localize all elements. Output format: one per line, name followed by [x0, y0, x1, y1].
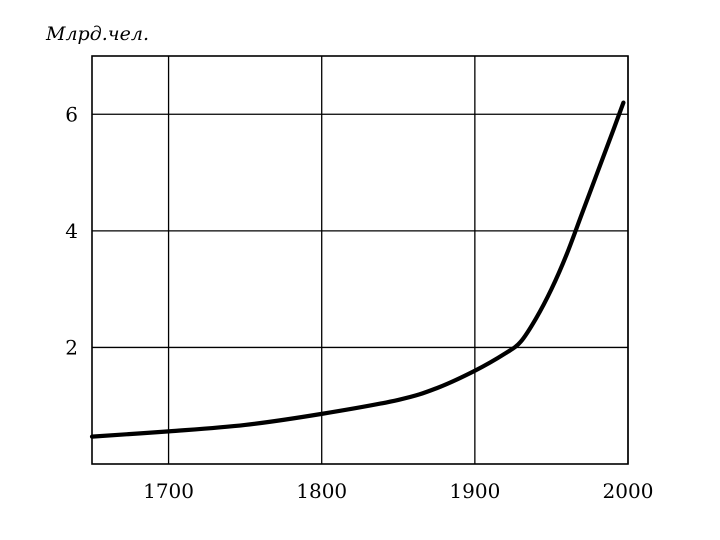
population-series-line	[89, 100, 626, 439]
y-tick-label-2: 2	[65, 335, 78, 359]
series-layer	[89, 100, 626, 439]
y-tick-label-6: 6	[65, 102, 78, 126]
x-tick-label-2000: 2000	[603, 479, 654, 503]
x-tick-label-1700: 1700	[143, 479, 194, 503]
x-tick-label-1800: 1800	[296, 479, 347, 503]
y-tick-labels: 2 4 6	[65, 102, 78, 359]
x-tick-labels: 1700 1800 1900 2000	[143, 479, 653, 503]
y-axis-label: Млрд.чел.	[45, 23, 149, 45]
y-tick-label-4: 4	[65, 219, 78, 243]
grid	[92, 56, 629, 464]
x-tick-label-1900: 1900	[449, 479, 500, 503]
plot-frame	[91, 55, 629, 465]
